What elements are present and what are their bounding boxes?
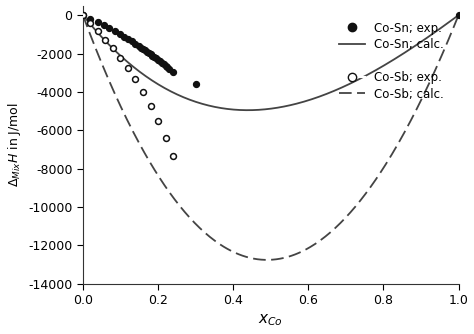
Point [162, 63, 169, 68]
Point [136, 43, 143, 49]
Point [147, 103, 155, 109]
Point [100, 22, 107, 28]
Point [124, 36, 132, 42]
Point [150, 54, 158, 60]
Point [143, 49, 151, 54]
Point [132, 76, 139, 82]
Point [147, 52, 155, 57]
Point [169, 154, 177, 159]
Point [132, 41, 139, 46]
Point [145, 50, 153, 56]
Point [79, 12, 87, 18]
Point [79, 12, 87, 18]
Point [87, 20, 94, 26]
Point [94, 29, 102, 34]
Point [94, 20, 102, 25]
Point [455, 12, 462, 18]
Point [139, 89, 147, 94]
Point [105, 25, 113, 31]
Point [158, 60, 165, 65]
Point [117, 32, 124, 37]
Point [162, 136, 169, 141]
Point [117, 55, 124, 60]
Legend: Co-Sn; exp., Co-Sn; calc., , Co-Sb; exp., Co-Sb; calc.: Co-Sn; exp., Co-Sn; calc., , Co-Sb; exp.… [334, 17, 449, 106]
Point [160, 61, 167, 67]
Point [120, 34, 128, 39]
Point [109, 46, 117, 51]
Point [152, 56, 160, 61]
Point [101, 37, 109, 42]
Point [148, 53, 156, 58]
Y-axis label: $\Delta_{Mix}H$ in J/mol: $\Delta_{Mix}H$ in J/mol [6, 102, 23, 187]
Point [154, 119, 162, 124]
Point [192, 81, 200, 87]
Point [141, 47, 149, 53]
Point [139, 46, 147, 51]
Point [128, 38, 136, 44]
Point [169, 69, 177, 74]
X-axis label: $x_{Co}$: $x_{Co}$ [258, 313, 283, 328]
Point [156, 58, 164, 64]
Point [165, 66, 173, 71]
Point [137, 45, 145, 50]
Point [111, 28, 118, 34]
Point [164, 65, 171, 70]
Point [87, 16, 94, 21]
Point [124, 65, 132, 70]
Point [154, 57, 162, 62]
